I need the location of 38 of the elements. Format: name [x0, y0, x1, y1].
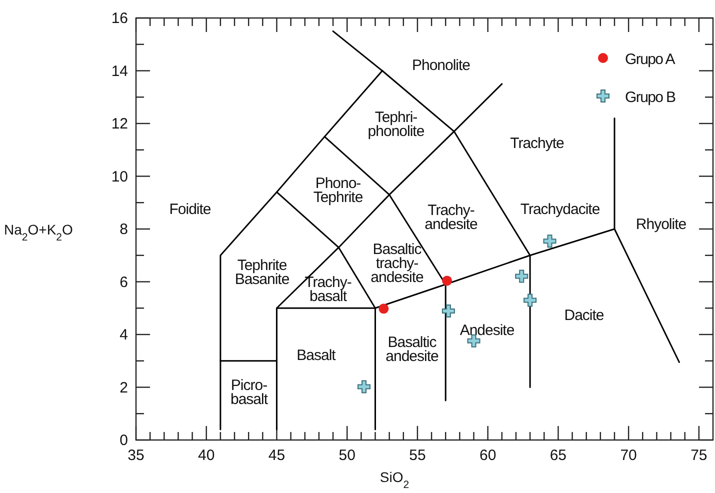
annotation: Tephrite Basanite — [234, 257, 290, 288]
y-tick-label: 16 — [111, 10, 128, 27]
x-axis-title: SiO$_{2}$ — [380, 469, 410, 491]
annotation: Foidite — [169, 201, 211, 218]
legend-label: Grupo B — [625, 89, 676, 106]
y-tick-label: 4 — [120, 326, 128, 344]
y-tick-label: 6 — [120, 274, 128, 291]
x-tick-label: 50 — [338, 447, 356, 464]
legend-label: Grupo A — [625, 51, 676, 68]
annotation: Trachyte — [510, 135, 564, 152]
x-tick-label: 65 — [550, 447, 567, 464]
annotation: Trachy- basalt — [304, 274, 352, 305]
annotation: Picro- basalt — [230, 377, 269, 408]
annotation: Basalt — [296, 347, 337, 364]
y-tick-label: 12 — [111, 116, 128, 132]
x-tick-label: 55 — [409, 447, 426, 464]
y-tick-label: 14 — [111, 62, 128, 80]
x-tick-label: 35 — [128, 447, 144, 464]
annotation: Rhyolite — [636, 216, 686, 233]
annotation: Andesite — [460, 322, 514, 339]
annotation: Dacite — [564, 307, 604, 324]
x-tick-label: 75 — [690, 447, 708, 464]
y-tick-label: 2 — [120, 379, 128, 396]
x-tick-label: 40 — [198, 447, 215, 464]
y-tick-label: 0 — [120, 432, 128, 449]
y-axis-title: Na$_{2}$O+K$_{2}$O — [4, 221, 73, 244]
x-tick-label: 70 — [620, 447, 637, 464]
annotation: Basaltic trachy- andesite — [370, 241, 424, 286]
annotation: Basaltic andesite — [386, 334, 439, 365]
x-tick-label: 60 — [479, 447, 496, 464]
annotation: Phono- Tephrite — [313, 175, 363, 206]
y-tick-label: 10 — [111, 168, 128, 186]
annotation: Trachy- andesite — [424, 202, 478, 233]
annotation: Trachydacite — [520, 201, 600, 218]
annotation: Tephri- phonolite — [368, 109, 424, 140]
x-tick-label: 45 — [268, 447, 286, 464]
y-tick-label: 8 — [120, 221, 128, 238]
annotation: Phonolite — [412, 57, 470, 74]
